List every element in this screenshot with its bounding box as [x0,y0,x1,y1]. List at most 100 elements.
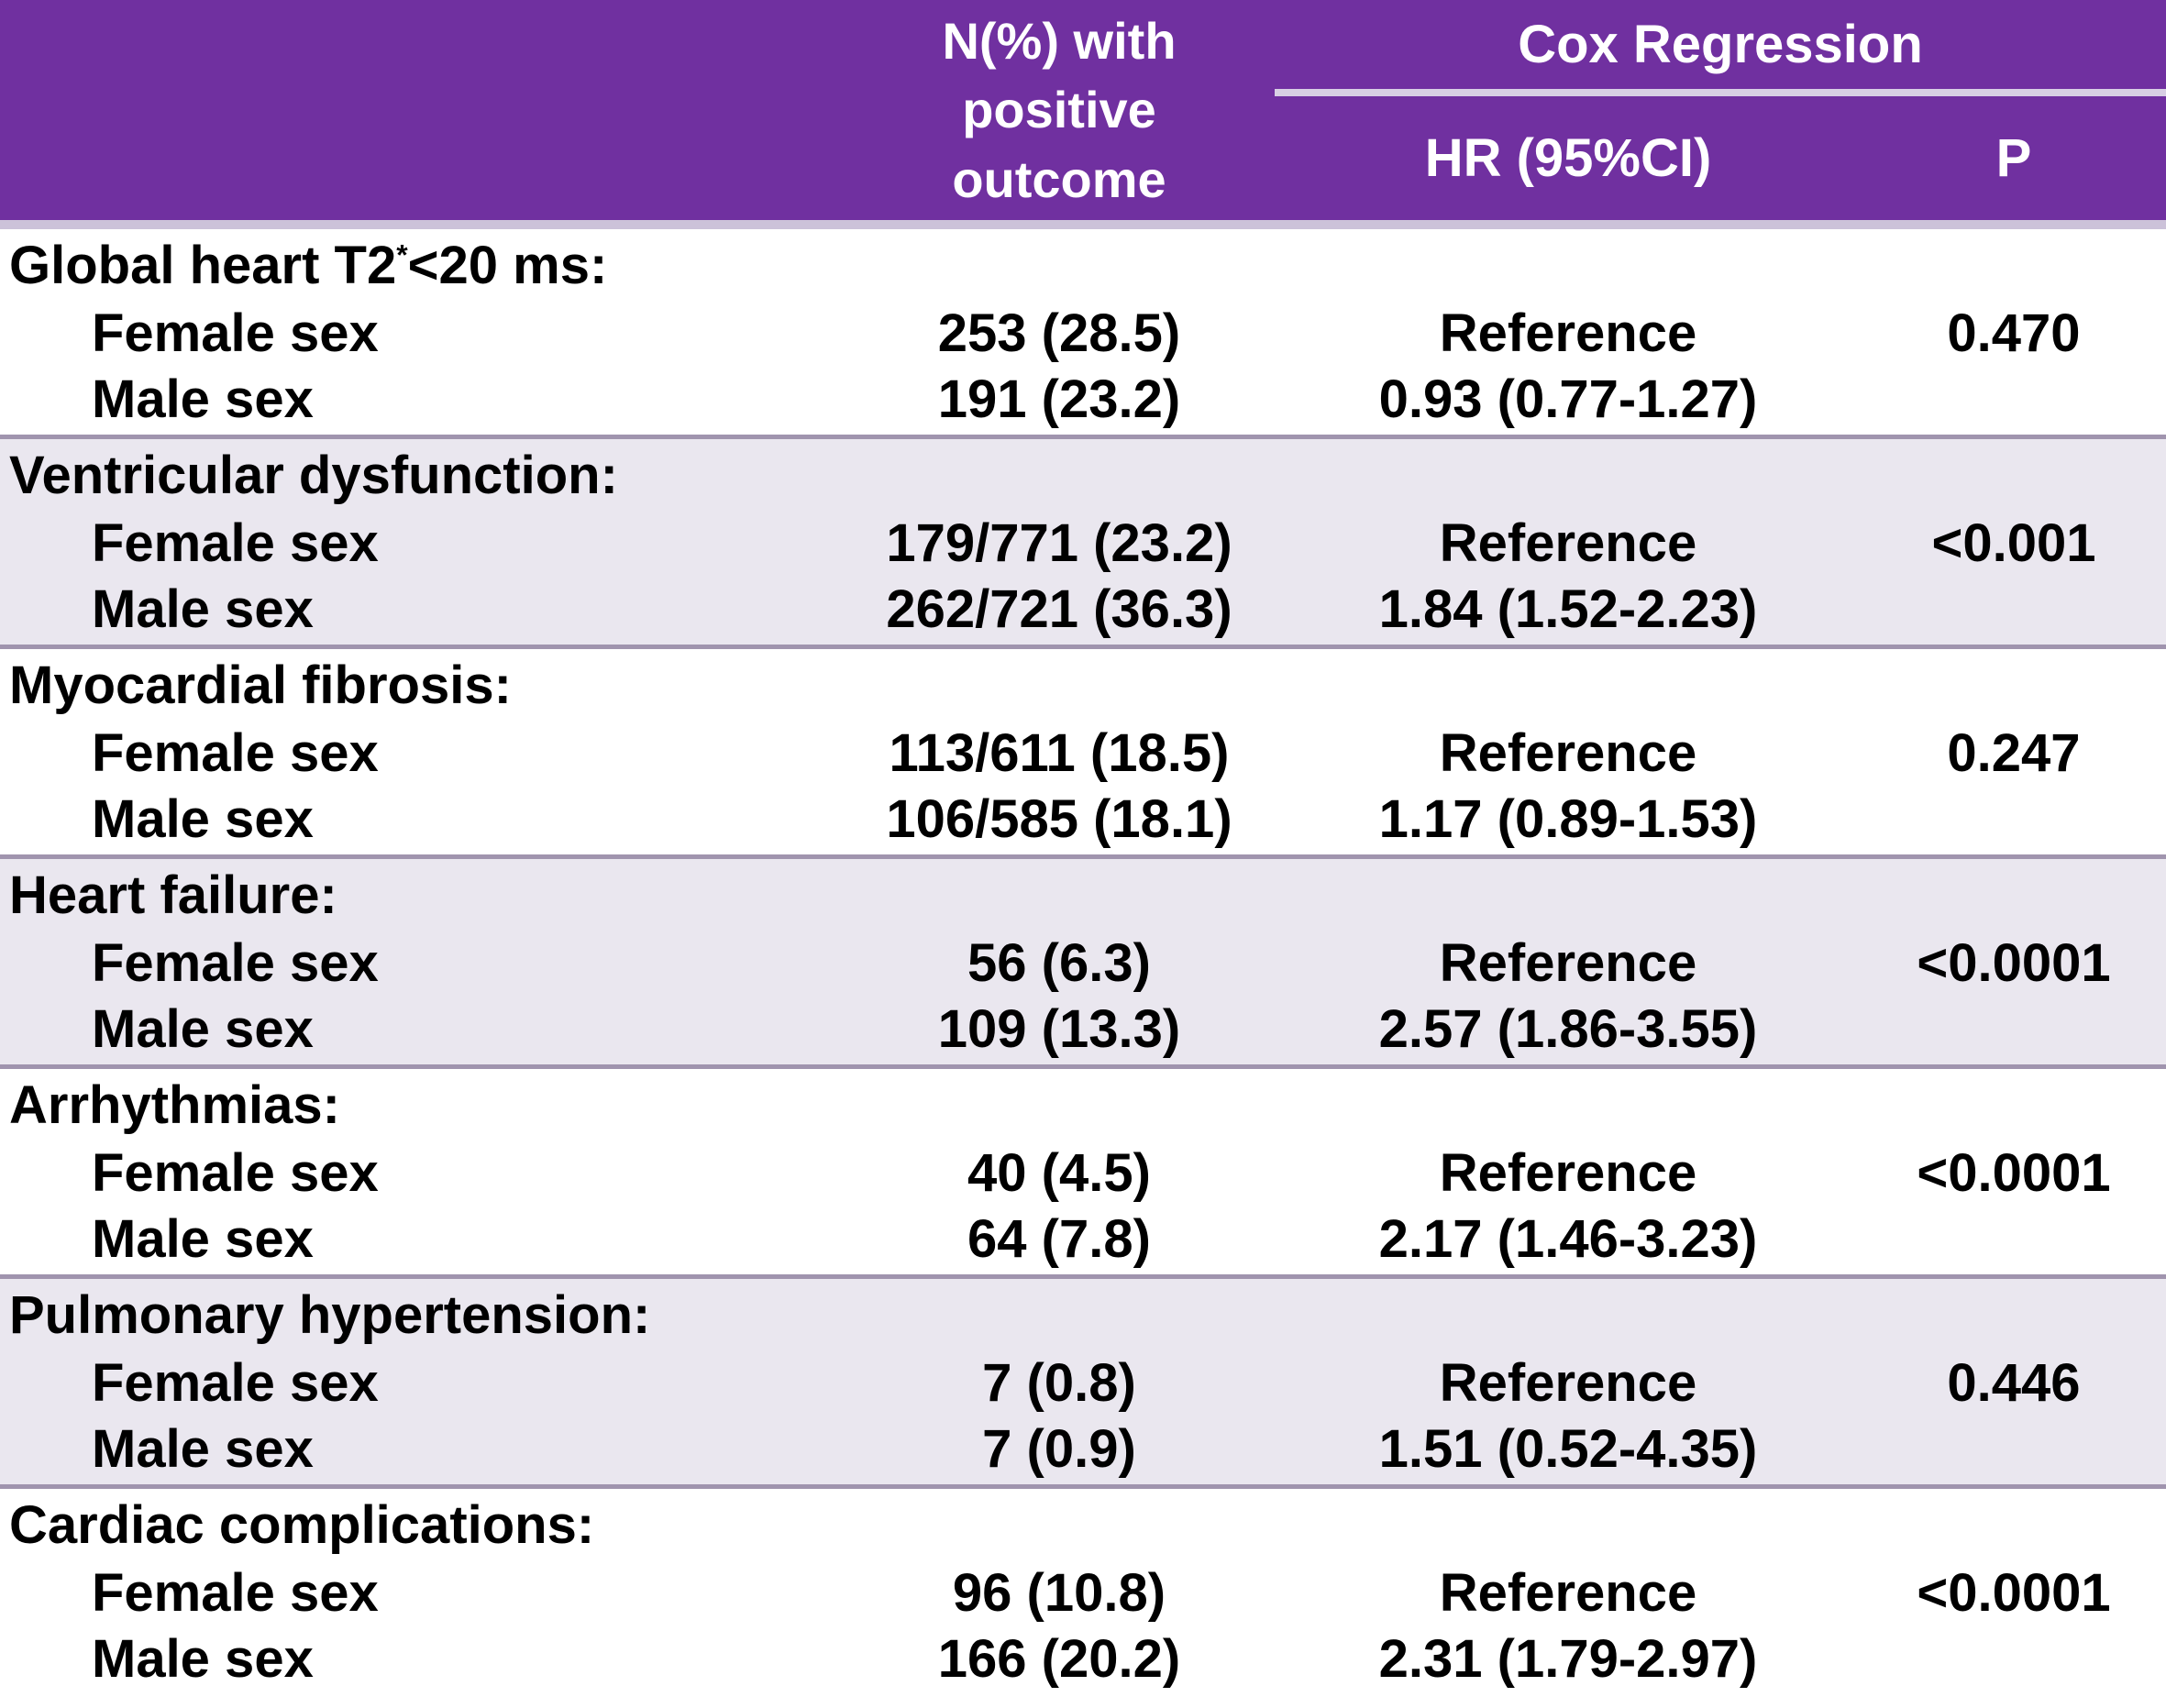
column-group-header-cox-regression: Cox Regression [1275,0,2166,96]
row-label: Female sex [92,303,379,363]
table-row: Male sex 7 (0.9) 1.51 (0.52-4.35) [0,1416,2166,1482]
row-label: Female sex [92,513,379,573]
group-title-text: Pulmonary hypertension: [9,1285,651,1345]
table-row: Male sex 109 (13.3) 2.57 (1.86-3.55) [0,997,2166,1063]
row-label: Male sex [92,1629,314,1689]
hr-value: 1.84 (1.52-2.23) [1378,579,1758,639]
group-title-row: Pulmonary hypertension: [0,1281,2166,1350]
group-title-text: Myocardial fibrosis: [9,656,512,715]
n-positive-value: 109 (13.3) [937,999,1181,1059]
group-title: Myocardial fibrosis: [0,659,2166,712]
group-title: Ventricular dysfunction: [0,449,2166,502]
hr-value: 1.17 (0.89-1.53) [1378,789,1758,849]
hr-value: 0.93 (0.77-1.27) [1378,369,1758,429]
table-row: Male sex 64 (7.8) 2.17 (1.46-3.23) [0,1207,2166,1273]
group-title-row: Myocardial fibrosis: [0,651,2166,721]
table-row: Female sex 253 (28.5) Reference 0.470 [0,301,2166,367]
hr-value: Reference [1439,303,1697,363]
hr-value: Reference [1439,723,1697,783]
table-row: Male sex 106/585 (18.1) 1.17 (0.89-1.53) [0,787,2166,853]
group-title-text: Arrhythmias: [9,1075,340,1135]
row-label: Male sex [92,789,314,849]
row-label: Female sex [92,1563,379,1623]
group-title: Arrhythmias: [0,1079,2166,1132]
row-label: Female sex [92,1353,379,1413]
hr-value: Reference [1439,1563,1697,1623]
row-label: Female sex [92,723,379,783]
hr-value: Reference [1439,513,1697,573]
n-positive-value: 179/771 (23.2) [886,513,1232,573]
n-positive-value: 262/721 (36.3) [886,579,1232,639]
group-title-text: Heart failure: [9,865,337,925]
n-positive-value: 40 (4.5) [967,1143,1151,1203]
group-heart-failure: Heart failure: Female sex 56 (6.3) Refer… [0,854,2166,1064]
group-pulmonary-hypertension: Pulmonary hypertension: Female sex 7 (0.… [0,1274,2166,1484]
n-positive-value: 166 (20.2) [937,1629,1181,1689]
hr-value: 2.31 (1.79-2.97) [1378,1629,1758,1689]
table-row: Male sex 262/721 (36.3) 1.84 (1.52-2.23) [0,577,2166,643]
row-label: Female sex [92,933,379,993]
group-title-row: Arrhythmias: [0,1071,2166,1141]
n-positive-value: 113/611 (18.5) [889,723,1230,783]
group-arrhythmias: Arrhythmias: Female sex 40 (4.5) Referen… [0,1064,2166,1274]
table-header: N(%) with positive outcome Cox Regressio… [0,0,2166,229]
group-title-text: Global heart T2 [9,236,397,295]
n-positive-value: 191 (23.2) [937,369,1181,429]
hr-value: 2.57 (1.86-3.55) [1378,999,1758,1059]
hr-value: Reference [1439,1143,1697,1203]
group-title: Cardiac complications: [0,1499,2166,1552]
group-title-row: Global heart T2*<20 ms: [0,231,2166,301]
group-title-suffix: <20 ms: [407,236,608,295]
hr-value: 2.17 (1.46-3.23) [1378,1209,1758,1269]
group-title: Heart failure: [0,869,2166,922]
row-label: Male sex [92,1419,314,1479]
p-value: <0.0001 [1917,933,2111,993]
table-row: Female sex 7 (0.8) Reference 0.446 [0,1350,2166,1416]
group-global-heart-t2: Global heart T2*<20 ms: Female sex 253 (… [0,229,2166,435]
table-row: Female sex 56 (6.3) Reference <0.0001 [0,931,2166,997]
table-row: Female sex 96 (10.8) Reference <0.0001 [0,1560,2166,1626]
hr-value: Reference [1439,1353,1697,1413]
row-label: Male sex [92,579,314,639]
column-header-n-positive-outcome: N(%) with positive outcome [942,11,1177,208]
row-label: Male sex [92,999,314,1059]
n-positive-value: 7 (0.8) [982,1353,1136,1413]
column-header-hr-95ci: HR (95%CI) [1424,128,1712,188]
header-empty-cell [0,0,844,220]
p-value: 0.470 [1947,303,2081,363]
table-body: Global heart T2*<20 ms: Female sex 253 (… [0,229,2166,1708]
column-header-p: P [1995,128,2032,188]
n-positive-value: 56 (6.3) [967,933,1151,993]
group-title-row: Heart failure: [0,861,2166,931]
p-value: <0.001 [1931,513,2096,573]
n-positive-value: 106/585 (18.1) [886,789,1232,849]
group-ventricular-dysfunction: Ventricular dysfunction: Female sex 179/… [0,435,2166,645]
table-row: Male sex 191 (23.2) 0.93 (0.77-1.27) [0,367,2166,433]
p-value: <0.0001 [1917,1563,2111,1623]
group-title-row: Cardiac complications: [0,1491,2166,1560]
table-row: Female sex 113/611 (18.5) Reference 0.24… [0,721,2166,787]
table-row: Male sex 166 (20.2) 2.31 (1.79-2.97) [0,1626,2166,1692]
p-value: 0.446 [1947,1353,2081,1413]
asterisk-superscript: * [396,237,408,271]
group-title: Pulmonary hypertension: [0,1289,2166,1342]
group-title-text: Ventricular dysfunction: [9,446,618,505]
table-row: Female sex 40 (4.5) Reference <0.0001 [0,1141,2166,1207]
hr-value: Reference [1439,933,1697,993]
group-myocardial-fibrosis: Myocardial fibrosis: Female sex 113/611 … [0,645,2166,854]
n-positive-value: 64 (7.8) [967,1209,1151,1269]
n-positive-value: 253 (28.5) [937,303,1181,363]
hr-value: 1.51 (0.52-4.35) [1378,1419,1758,1479]
group-title: Global heart T2*<20 ms: [0,239,2166,292]
n-positive-value: 7 (0.9) [982,1419,1136,1479]
row-label: Female sex [92,1143,379,1203]
row-label: Male sex [92,369,314,429]
table-row: Female sex 179/771 (23.2) Reference <0.0… [0,511,2166,577]
group-title-text: Cardiac complications: [9,1495,595,1555]
p-value: 0.247 [1947,723,2081,783]
group-title-row: Ventricular dysfunction: [0,441,2166,511]
group-cardiac-complications: Cardiac complications: Female sex 96 (10… [0,1484,2166,1708]
row-label: Male sex [92,1209,314,1269]
n-positive-value: 96 (10.8) [952,1563,1166,1623]
